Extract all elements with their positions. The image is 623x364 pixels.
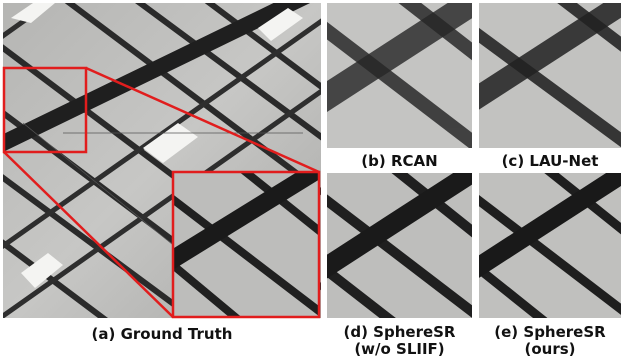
rcan-image xyxy=(327,3,472,148)
caption-spheresr-wo-line1: (d) SphereSR xyxy=(343,323,456,341)
zoom-inset-scene xyxy=(172,171,319,317)
lau-net-image xyxy=(479,3,621,148)
spheresr-ours-scene xyxy=(479,173,621,318)
caption-rcan: (b) RCAN xyxy=(361,152,438,170)
rcan-scene xyxy=(327,3,472,148)
spheresr-wo-sliif-scene xyxy=(327,173,472,318)
caption-spheresr-wo-sliif: (d) SphereSR (w/o SLIIF) xyxy=(327,324,472,358)
caption-lau-net: (c) LAU-Net xyxy=(501,152,599,170)
caption-spheresr-ours: (e) SphereSR (ours) xyxy=(479,324,621,358)
caption-spheresr-ours-line1: (e) SphereSR xyxy=(494,323,606,341)
caption-spheresr-wo-line2: (w/o SLIIF) xyxy=(354,340,445,358)
ground-truth-zoom-inset xyxy=(172,171,319,317)
spheresr-ours-image xyxy=(479,173,621,318)
caption-spheresr-ours-line2: (ours) xyxy=(524,340,576,358)
lau-net-scene xyxy=(479,3,621,148)
caption-ground-truth: (a) Ground Truth xyxy=(91,325,233,343)
spheresr-wo-sliif-image xyxy=(327,173,472,318)
